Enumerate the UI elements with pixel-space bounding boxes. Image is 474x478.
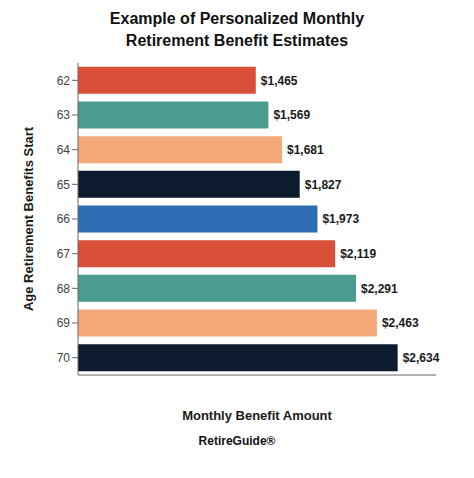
- svg-text:$2,119: $2,119: [340, 247, 376, 261]
- svg-text:$1,827: $1,827: [305, 178, 342, 192]
- svg-text:$2,291: $2,291: [361, 282, 398, 296]
- svg-text:67: 67: [57, 247, 71, 261]
- svg-text:$1,973: $1,973: [322, 212, 359, 226]
- html-text:Example of Personalized Monthl: Example of Personalized Monthly Retireme…: [109, 10, 365, 49]
- svg-text:$1,465: $1,465: [261, 74, 298, 88]
- svg-text:$2,634: $2,634: [403, 351, 440, 365]
- svg-text:$1,569: $1,569: [273, 108, 310, 122]
- svg-text:66: 66: [57, 212, 71, 226]
- svg-text:62: 62: [57, 74, 71, 88]
- svg-text:68: 68: [57, 282, 71, 296]
- svg-text:64: 64: [57, 143, 71, 157]
- svg-text:Age Retirement Benefits Start: Age Retirement Benefits Start: [21, 126, 36, 311]
- svg-text:Monthly Benefit Amount: Monthly Benefit Amount: [182, 408, 332, 423]
- svg-text:$1,681: $1,681: [287, 143, 324, 157]
- svg-text:65: 65: [57, 178, 71, 192]
- svg-text:$2,463: $2,463: [382, 316, 419, 330]
- svg-text:69: 69: [57, 316, 71, 330]
- html-text:RetireGuide®: RetireGuide®: [198, 434, 276, 448]
- svg-text:70: 70: [57, 351, 71, 365]
- svg-text:63: 63: [57, 108, 71, 122]
